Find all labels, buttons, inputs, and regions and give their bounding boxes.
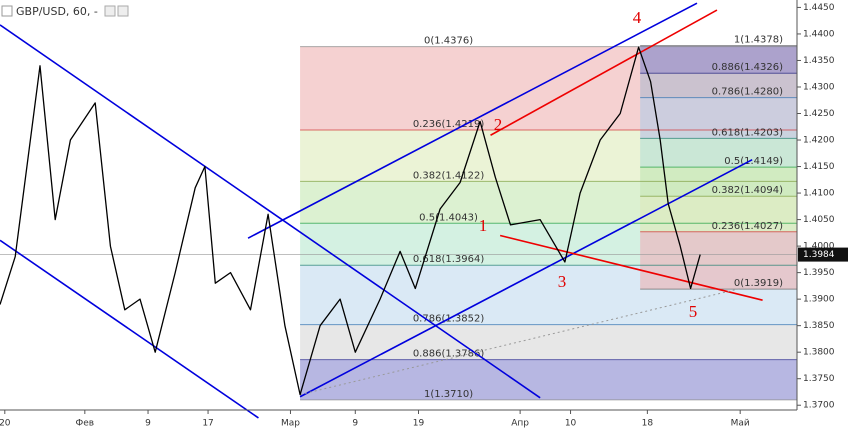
fib-band — [640, 196, 797, 232]
y-tick-label: 1.3700 — [803, 401, 835, 411]
y-tick-label: 1.4350 — [803, 56, 835, 66]
fib-label: 0.236(1.4219) — [413, 119, 485, 130]
fib-label: 0(1.3919) — [734, 278, 783, 289]
fib-band — [300, 324, 797, 360]
trend-line — [0, 24, 541, 399]
x-tick-label: Фев — [76, 419, 95, 429]
fib-band — [640, 231, 797, 290]
trend-line — [299, 158, 753, 398]
y-tick-label: 1.3800 — [803, 348, 835, 358]
fib-band — [300, 359, 797, 400]
trend-line — [0, 239, 259, 419]
wave-label: 2 — [494, 115, 503, 134]
x-tick-label: Апр — [511, 419, 529, 429]
fib-label: 0.618(1.3964) — [413, 254, 485, 265]
fib-label: 0.618(1.4203) — [712, 127, 784, 138]
last-price-label: 1.3984 — [803, 250, 835, 260]
y-tick-label: 1.4300 — [803, 82, 835, 92]
fib-band — [640, 138, 797, 168]
fib-label: 0.786(1.4280) — [712, 87, 784, 98]
y-tick-label: 1.4200 — [803, 136, 835, 146]
x-tick-label: 18 — [642, 419, 654, 429]
y-tick-label: 1.4000 — [803, 242, 835, 252]
wave-label: 4 — [633, 8, 642, 27]
trend-line — [499, 234, 763, 301]
trend-line — [299, 288, 741, 396]
chart-title: GBP/USD, 60, - — [16, 5, 98, 18]
fib-label: 0.5(1.4149) — [724, 156, 783, 167]
fib-label: 1(1.4378) — [734, 35, 783, 46]
x-tick-label: 9 — [145, 419, 151, 429]
x-tick-label: 17 — [202, 419, 213, 429]
y-tick-label: 1.4400 — [803, 29, 835, 39]
x-tick-label: 19 — [413, 419, 425, 429]
plot-area: 0(1.4376) 0.236(1.4219) 0.382(1.4122) 0.5(1… — [0, 2, 797, 419]
y-tick-label: 1.4050 — [803, 215, 835, 225]
wave-label: 1 — [479, 216, 488, 235]
fib-label: 0.886(1.4326) — [712, 62, 784, 73]
last-price-tag — [798, 247, 848, 262]
y-tick-label: 1.4450 — [803, 3, 835, 13]
x-tick-label: 10 — [565, 419, 577, 429]
fib-band — [640, 45, 797, 74]
price-line — [0, 46, 701, 396]
y-tick-label: 1.3750 — [803, 374, 835, 384]
y-tick-label: 1.4250 — [803, 109, 835, 119]
trend-line — [247, 2, 698, 239]
fib-label: 1(1.3710) — [424, 389, 473, 400]
fib-label: 0.236(1.4027) — [712, 221, 784, 232]
fib-label: 0.5(1.4043) — [419, 212, 478, 223]
y-tick-label: 1.3950 — [803, 268, 835, 278]
wave-label: 5 — [689, 302, 698, 321]
y-tick-label: 1.3900 — [803, 295, 835, 305]
fib-band — [640, 97, 797, 139]
x-tick-label: Мар — [281, 419, 300, 429]
settings-button[interactable] — [104, 5, 116, 17]
close-button[interactable] — [117, 5, 129, 17]
x-tick-label: 20 — [0, 419, 11, 429]
fib-label: 0.886(1.3786) — [413, 349, 485, 360]
y-tick-label: 1.3850 — [803, 321, 835, 331]
fib-label: 0(1.4376) — [424, 36, 473, 47]
y-tick-label: 1.4150 — [803, 162, 835, 172]
x-tick-label: 9 — [352, 419, 358, 429]
y-tick-label: 1.4100 — [803, 189, 835, 199]
symbol-icon[interactable] — [1, 5, 13, 17]
fib-label: 0.382(1.4122) — [413, 170, 485, 181]
trend-line — [490, 9, 718, 136]
wave-label: 3 — [558, 272, 567, 291]
x-tick-label: Май — [731, 419, 750, 429]
fib-band — [640, 73, 797, 98]
fib-label: 0.382(1.4094) — [712, 185, 784, 196]
